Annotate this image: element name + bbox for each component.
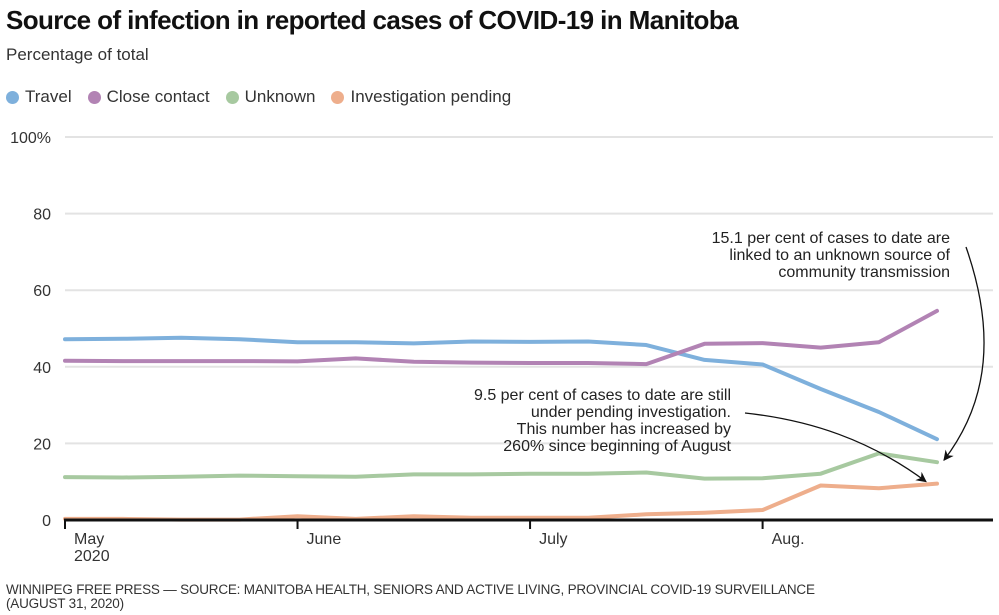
- annotation-unknown-text: 15.1 per cent of cases to date are: [712, 230, 950, 247]
- legend: Travel Close contact Unknown Investigati…: [6, 87, 511, 107]
- annotation-unknown-text: community transmission: [778, 264, 950, 281]
- y-axis-ticks: 0 20 40 60 80 100%: [10, 130, 51, 530]
- annotation-pending-arrow: [744, 412, 927, 483]
- legend-dot-investigation-pending-icon: [331, 90, 345, 104]
- y-tick-label: 40: [33, 360, 51, 377]
- legend-dot-travel-icon: [6, 90, 19, 104]
- gridlines: [65, 136, 993, 445]
- legend-label-travel: Travel: [25, 87, 72, 106]
- chart-subtitle: Percentage of total: [6, 45, 149, 64]
- legend-item-unknown: Unknown: [225, 87, 316, 107]
- annotation-unknown-arrow: [943, 246, 985, 461]
- legend-dot-close-contact-icon: [87, 90, 101, 104]
- footer-line-1: WINNIPEG FREE PRESS — SOURCE: MANITOBA H…: [6, 582, 815, 597]
- series-line-close-contact: [63, 308, 939, 367]
- legend-item-investigation-pending: Investigation pending: [331, 87, 511, 107]
- chart-title: Source of infection in reported cases of…: [6, 5, 739, 35]
- x-tick-sublabel: 2020: [74, 548, 110, 565]
- legend-label-unknown: Unknown: [244, 87, 316, 106]
- annotation-pending-text: 9.5 per cent of cases to date are still: [474, 387, 731, 404]
- annotations: 15.1 per cent of cases to date arelinked…: [474, 230, 985, 483]
- annotation-unknown-text: linked to an unknown source of: [729, 247, 950, 264]
- series-line-investigation-pending: [63, 481, 939, 522]
- legend-item-travel: Travel: [6, 87, 72, 107]
- footer-line-2: (AUGUST 31, 2020): [6, 596, 124, 611]
- series-lines: [63, 308, 939, 522]
- legend-dot-unknown-icon: [225, 90, 239, 104]
- x-tick-label: Aug.: [772, 531, 805, 548]
- annotation-pending-text: This number has increased by: [517, 421, 731, 438]
- y-tick-label: 100%: [10, 130, 51, 147]
- x-tick-label: May: [74, 531, 104, 548]
- footer-source: WINNIPEG FREE PRESS — SOURCE: MANITOBA H…: [6, 583, 815, 611]
- series-line-unknown: [63, 451, 939, 481]
- y-tick-label: 60: [33, 283, 51, 300]
- series-line-travel: [63, 335, 939, 442]
- annotation-pending-text: under pending investigation.: [531, 404, 731, 421]
- x-tick-label: July: [539, 531, 567, 548]
- legend-label-close-contact: Close contact: [106, 87, 210, 106]
- x-tick-label: June: [307, 531, 342, 548]
- y-tick-label: 20: [33, 436, 51, 453]
- legend-item-close-contact: Close contact: [87, 87, 210, 107]
- annotation-pending-text: 260% since beginning of August: [503, 438, 731, 455]
- legend-label-investigation-pending: Investigation pending: [350, 87, 512, 106]
- y-tick-label: 0: [42, 513, 51, 530]
- y-tick-label: 80: [33, 207, 51, 224]
